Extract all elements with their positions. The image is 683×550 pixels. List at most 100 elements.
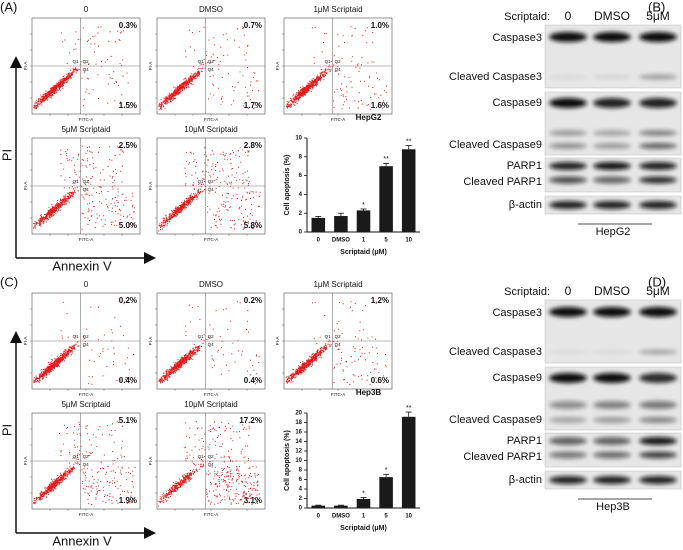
- x-tick-label: 10: [405, 238, 412, 244]
- blot-band: [593, 437, 631, 445]
- treatment-label: Scriptaid:: [504, 286, 550, 298]
- blot-band: [639, 143, 677, 149]
- x-tick-label: 1: [362, 514, 366, 520]
- frame-axis-label: FITC-A: [79, 117, 94, 122]
- bar: [401, 149, 416, 232]
- blot-band: [639, 130, 677, 136]
- blot-band: [593, 476, 631, 484]
- blot-band: [593, 130, 631, 136]
- error-bar: [383, 473, 390, 478]
- lower-right-percent: 5.8%: [244, 221, 262, 230]
- blot-band: [549, 401, 587, 409]
- quadrant-label: Q1: [325, 334, 332, 339]
- blot-band: [639, 307, 677, 317]
- blot-band: [593, 74, 631, 80]
- row-label: Caspase9: [492, 372, 542, 384]
- flow-dots: [158, 301, 260, 385]
- cell-line-label: HepG2: [596, 226, 631, 238]
- flow-title: DMSO: [199, 280, 223, 289]
- chart-title: HepG2: [356, 113, 382, 122]
- upper-right-percent: 0.3%: [119, 21, 137, 30]
- frame-axis-label: FITC-A: [204, 117, 219, 122]
- error-bar: [405, 411, 412, 417]
- error-bar: [360, 208, 367, 211]
- frame-axis-label: FITC-A: [204, 512, 219, 517]
- x-tick-label: DMSO: [332, 238, 350, 244]
- lane-label: DMSO: [594, 9, 630, 23]
- row-label: β-actin: [509, 474, 542, 486]
- error-bar: [360, 497, 367, 499]
- frame-axis-label: FITC-A: [79, 237, 94, 242]
- upper-right-percent: 2.5%: [119, 141, 137, 150]
- flow-title: 0: [84, 5, 89, 14]
- quadrant-label: Q4: [335, 67, 342, 72]
- blot-band: [549, 437, 587, 445]
- bar: [356, 498, 371, 508]
- y-tick-label: 10: [295, 136, 302, 142]
- blot-band: [593, 307, 631, 317]
- blot-band: [549, 143, 587, 149]
- blot-band: [593, 32, 631, 42]
- x-tick-label: 10: [405, 514, 412, 520]
- bar: [311, 217, 326, 232]
- blot-band: [593, 201, 631, 209]
- frame-axis-label: PI-A: [275, 62, 280, 71]
- flow-title: 5μM Scriptaid: [61, 125, 110, 134]
- significance: *: [362, 202, 365, 209]
- lower-right-percent: 0.4%: [119, 376, 137, 385]
- frame-axis-label: PI-A: [23, 337, 28, 346]
- x-axis-label: Annexin V: [52, 258, 112, 273]
- bar: [334, 505, 348, 508]
- blot-band: [549, 130, 587, 136]
- flow-dots: [286, 26, 387, 110]
- blot-band: [549, 451, 587, 459]
- flow-dots: [158, 26, 260, 111]
- quadrant-label: Q2: [83, 59, 90, 64]
- row-label: Cleaved PARP1: [463, 176, 542, 188]
- significance: **: [406, 138, 412, 145]
- frame-axis-label: PI-A: [148, 337, 153, 346]
- blot-band: [639, 451, 677, 459]
- blot-band: [549, 162, 587, 170]
- y-tick-label: 10: [295, 458, 302, 464]
- lane-label: DMSO: [594, 284, 630, 298]
- flow-dots: [33, 421, 136, 505]
- blot-band: [593, 349, 631, 355]
- frame-axis-label: PI-A: [23, 457, 28, 466]
- x-tick-label: 0: [317, 514, 321, 520]
- quadrant-label: Q4: [83, 187, 90, 192]
- significance: *: [385, 467, 388, 474]
- blot-band: [639, 32, 677, 42]
- row-label: Cleaved Caspase9: [449, 414, 542, 426]
- blot-band: [639, 437, 677, 445]
- lower-right-percent: 1.9%: [119, 496, 137, 505]
- y-axis-label: PI: [0, 149, 14, 161]
- quadrant-label: Q1: [198, 179, 205, 184]
- blot-band: [593, 162, 631, 170]
- bar: [379, 477, 393, 508]
- upper-right-percent: 0.2%: [244, 296, 262, 305]
- lower-right-percent: 1.7%: [244, 101, 262, 110]
- quadrant-label: Q1: [73, 334, 80, 339]
- lane-label: 5μM: [646, 284, 670, 298]
- blot-band: [549, 201, 587, 209]
- y-tick-label: 16: [295, 430, 302, 436]
- y-axis-label: PI: [0, 424, 14, 436]
- row-label: Cleaved Caspase3: [449, 71, 542, 83]
- x-tick-label: 5: [384, 514, 388, 520]
- blot-band: [639, 162, 677, 170]
- row-label: Caspase3: [492, 32, 542, 44]
- frame-axis-label: FITC-A: [79, 392, 94, 397]
- quadrant-label: Q2: [208, 179, 215, 184]
- frame-axis-label: PI-A: [148, 182, 153, 191]
- x-tick-label: 5: [384, 238, 388, 244]
- flow-dots: [33, 145, 135, 230]
- quadrant-label: Q2: [335, 59, 342, 64]
- significance: **: [406, 405, 412, 412]
- error-bar: [315, 216, 322, 218]
- quadrant-label: Q2: [208, 334, 215, 339]
- quadrant-label: Q4: [83, 462, 90, 467]
- blot-band: [593, 451, 631, 459]
- y-tick-label: 12: [295, 449, 302, 455]
- blot-band: [639, 176, 677, 184]
